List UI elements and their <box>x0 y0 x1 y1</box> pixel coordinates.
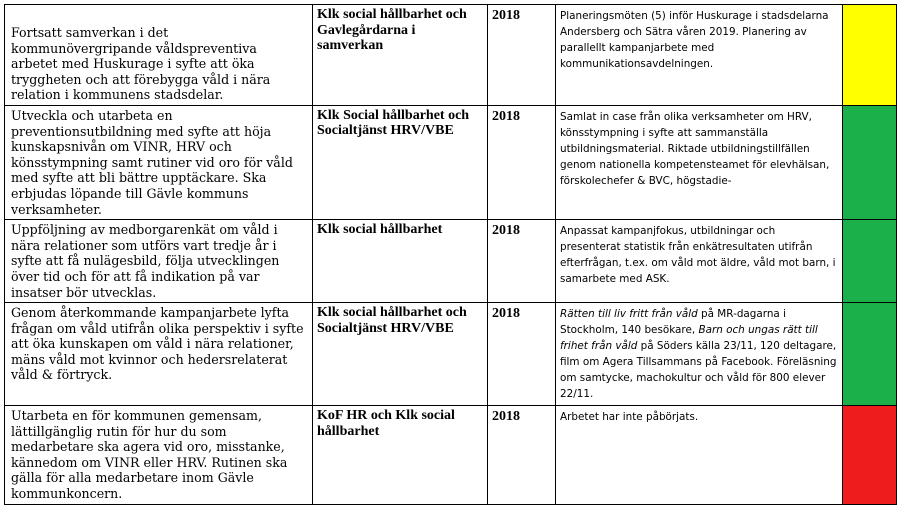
status-italic-title: Rätten till liv fritt från våld <box>560 308 698 321</box>
year-cell: 2018 <box>487 405 556 505</box>
status-indicator-green <box>843 106 896 219</box>
status-text: Samlat in case från olika verksamheter o… <box>560 110 830 187</box>
responsible-cell: Klk Social hållbarhet och Socialtjänst H… <box>312 104 488 221</box>
responsible-text: KoF HR och Klk social hållbarhet <box>317 408 455 439</box>
goal-cell: Utveckla och utarbeta en preventionsutbi… <box>4 104 313 221</box>
year-cell: 2018 <box>487 104 556 221</box>
status-indicator-red <box>843 406 896 504</box>
responsible-text: Klk social hållbarhet <box>317 222 443 238</box>
year-text: 2018 <box>492 8 520 23</box>
table-row: Utveckla och utarbeta en preventionsutbi… <box>4 104 897 221</box>
status-text: Rätten till liv fritt från våld på MR-da… <box>556 303 842 405</box>
goal-cell: Fortsatt samverkan i det kommunövergripa… <box>4 4 313 106</box>
action-plan-table: Fortsatt samverkan i det kommunövergripa… <box>4 4 897 505</box>
year-text: 2018 <box>492 223 520 239</box>
year-text: 2018 <box>492 409 520 425</box>
table-row: Utarbeta en för kommunen gemensam, lätti… <box>4 405 897 505</box>
goal-text: Utarbeta en för kommunen gemensam, lätti… <box>11 408 288 502</box>
status-text: Planeringsmöten (5) inför Huskurage i st… <box>560 10 829 70</box>
goal-text: Utveckla och utarbeta en preventionsutbi… <box>11 107 293 217</box>
status-indicator-green <box>843 220 896 302</box>
status-cell: Rätten till liv fritt från våld på MR-da… <box>555 302 843 407</box>
goal-cell: Uppföljning av medborgarenkät om våld i … <box>4 219 313 304</box>
table-row: Uppföljning av medborgarenkät om våld i … <box>4 219 897 304</box>
status-indicator-yellow <box>843 5 896 105</box>
goal-cell: Utarbeta en för kommunen gemensam, lätti… <box>4 405 313 505</box>
status-cell: Samlat in case från olika verksamheter o… <box>555 104 843 221</box>
status-color-cell <box>842 302 897 407</box>
status-text: Arbetet har inte påbörjats. <box>560 411 699 424</box>
responsible-cell: Klk social hållbarhet och Socialtjänst H… <box>312 302 488 407</box>
status-text-part: på Söders källa 23/11, 120 deltagare, fi… <box>560 340 837 401</box>
responsible-text: Klk social hållbarhet och Socialtjänst H… <box>317 305 467 336</box>
year-cell: 2018 <box>487 4 556 106</box>
status-color-cell <box>842 4 897 106</box>
year-cell: 2018 <box>487 219 556 304</box>
goal-text: Genom återkommande kampanjarbete lyfta f… <box>11 305 304 383</box>
table-row: Fortsatt samverkan i det kommunövergripa… <box>4 4 897 106</box>
year-text: 2018 <box>492 108 520 124</box>
status-italic-title: Barn och ungas rätt till frihet från vål… <box>560 324 818 353</box>
status-text-part: på MR-dagarna i Stockholm, 140 besökare, <box>560 308 786 337</box>
responsible-cell: KoF HR och Klk social hållbarhet <box>312 405 488 505</box>
responsible-text: Klk Social hållbarhet och Socialtjänst H… <box>317 107 470 139</box>
status-indicator-green <box>843 303 896 405</box>
table-row: Genom återkommande kampanjarbete lyfta f… <box>4 302 897 407</box>
status-color-cell <box>842 219 897 304</box>
status-color-cell <box>842 104 897 221</box>
status-color-cell <box>842 405 897 505</box>
responsible-cell: Klk social hållbarhet <box>312 219 488 304</box>
year-text: 2018 <box>492 306 520 322</box>
responsible-text: Klk social hållbarhet och Gavlegårdarna … <box>317 7 467 53</box>
status-cell: Arbetet har inte påbörjats. <box>555 405 843 505</box>
status-text: Anpassat kampanjfokus, utbildningar och … <box>560 225 836 286</box>
status-cell: Anpassat kampanjfokus, utbildningar och … <box>555 219 843 304</box>
goal-text: Uppföljning av medborgarenkät om våld i … <box>11 222 280 300</box>
year-cell: 2018 <box>487 302 556 407</box>
responsible-cell: Klk social hållbarhet och Gavlegårdarna … <box>312 4 488 106</box>
goal-text: Fortsatt samverkan i det kommunövergripa… <box>11 25 271 103</box>
goal-cell: Genom återkommande kampanjarbete lyfta f… <box>4 302 313 407</box>
status-cell: Planeringsmöten (5) inför Huskurage i st… <box>555 4 843 106</box>
